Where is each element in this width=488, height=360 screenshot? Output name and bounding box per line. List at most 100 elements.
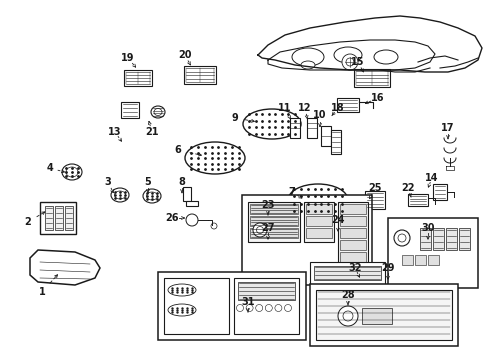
Text: 10: 10 — [313, 110, 326, 120]
Circle shape — [210, 223, 217, 229]
Bar — [249, 204, 297, 214]
Bar — [309, 262, 384, 284]
Text: 13: 13 — [108, 127, 122, 137]
Bar — [313, 266, 380, 280]
Circle shape — [236, 305, 243, 311]
Bar — [339, 204, 365, 214]
Text: 8: 8 — [178, 177, 185, 187]
Ellipse shape — [301, 61, 314, 69]
Circle shape — [255, 305, 262, 311]
Bar — [305, 204, 331, 214]
Bar — [306, 118, 316, 138]
Bar — [387, 218, 477, 288]
Bar — [163, 278, 228, 334]
Circle shape — [342, 311, 352, 321]
Text: 2: 2 — [24, 217, 31, 227]
Text: 9: 9 — [231, 113, 238, 123]
Bar — [305, 216, 331, 226]
Circle shape — [337, 306, 357, 326]
Bar — [45, 206, 53, 230]
Text: 31: 31 — [241, 297, 254, 307]
Bar — [339, 252, 365, 262]
Bar — [234, 278, 298, 334]
Circle shape — [265, 305, 272, 311]
Text: 16: 16 — [370, 93, 384, 103]
Circle shape — [256, 226, 263, 234]
Text: 6: 6 — [174, 145, 181, 155]
Text: 21: 21 — [145, 127, 159, 137]
Text: 26: 26 — [165, 213, 179, 223]
Circle shape — [393, 230, 409, 246]
Bar — [419, 228, 430, 250]
Ellipse shape — [151, 106, 164, 118]
Circle shape — [284, 305, 291, 311]
Bar — [401, 255, 412, 265]
Ellipse shape — [62, 164, 82, 180]
Circle shape — [274, 305, 281, 311]
Bar — [158, 272, 305, 340]
Bar — [339, 216, 365, 226]
Ellipse shape — [287, 184, 347, 216]
Ellipse shape — [373, 50, 397, 64]
Bar — [315, 290, 451, 340]
Bar — [305, 228, 331, 238]
Text: 29: 29 — [381, 263, 394, 273]
Text: 28: 28 — [341, 290, 354, 300]
Circle shape — [341, 54, 357, 70]
Bar — [458, 228, 469, 250]
Polygon shape — [30, 250, 100, 285]
Text: 23: 23 — [261, 200, 274, 210]
Ellipse shape — [291, 48, 324, 66]
Bar — [249, 228, 297, 238]
Ellipse shape — [142, 189, 161, 203]
Bar — [249, 216, 297, 226]
Bar — [320, 126, 330, 146]
Bar — [432, 228, 443, 250]
Bar — [361, 308, 391, 324]
Circle shape — [346, 58, 353, 66]
Bar — [55, 206, 63, 230]
Circle shape — [397, 234, 405, 242]
Bar — [330, 130, 340, 154]
Bar — [65, 206, 73, 230]
Ellipse shape — [243, 109, 301, 139]
Bar — [40, 202, 76, 234]
Bar — [427, 255, 438, 265]
Ellipse shape — [111, 188, 129, 202]
Bar — [339, 240, 365, 250]
Ellipse shape — [168, 284, 196, 296]
Ellipse shape — [146, 192, 157, 200]
Bar — [238, 282, 294, 300]
Text: 17: 17 — [440, 123, 454, 133]
Bar — [353, 69, 389, 87]
Text: 19: 19 — [121, 53, 135, 63]
Ellipse shape — [114, 191, 125, 199]
Bar — [304, 202, 333, 242]
Bar — [124, 70, 152, 86]
Bar — [336, 98, 358, 112]
Bar — [247, 202, 299, 242]
Bar — [121, 102, 139, 118]
Circle shape — [245, 305, 253, 311]
Bar — [445, 228, 456, 250]
Bar — [432, 184, 446, 200]
Ellipse shape — [168, 304, 196, 316]
Text: 24: 24 — [330, 215, 344, 225]
Text: 27: 27 — [261, 223, 274, 233]
Ellipse shape — [154, 108, 162, 116]
Text: 32: 32 — [347, 263, 361, 273]
Text: 5: 5 — [144, 177, 151, 187]
Bar — [183, 187, 191, 201]
Bar — [185, 201, 198, 206]
Text: 11: 11 — [278, 103, 291, 113]
Bar — [183, 66, 216, 84]
Circle shape — [185, 214, 198, 226]
Text: 4: 4 — [46, 163, 53, 173]
Circle shape — [252, 223, 266, 237]
Ellipse shape — [66, 167, 78, 177]
Text: 20: 20 — [178, 50, 191, 60]
Bar — [414, 255, 425, 265]
Text: 25: 25 — [367, 183, 381, 193]
Bar — [309, 284, 457, 346]
Ellipse shape — [333, 47, 361, 63]
